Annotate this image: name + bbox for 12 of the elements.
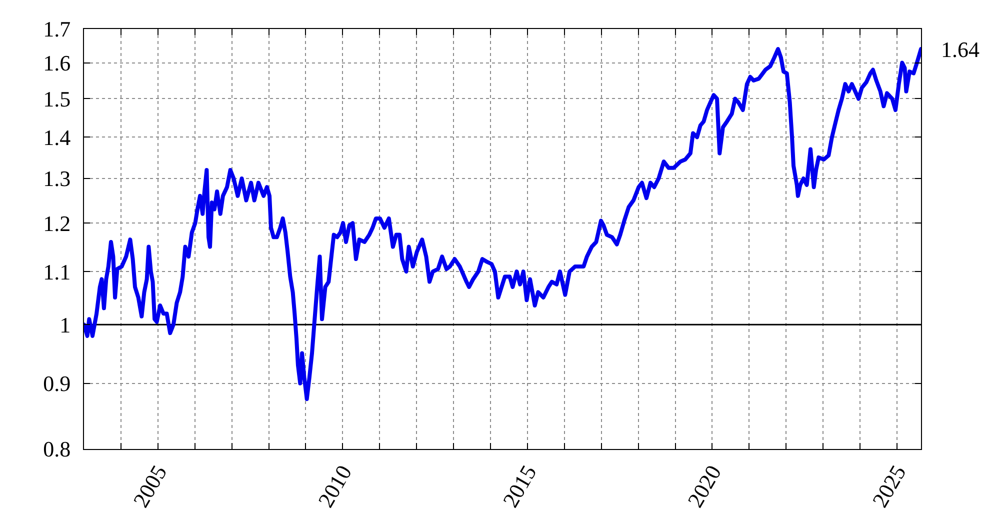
y-tick-label: 1.6 [43, 50, 71, 76]
line-series [84, 47, 921, 402]
y-tick-label: 1.3 [43, 166, 71, 192]
y-tick-label: 1 [60, 312, 71, 338]
y-tick-label: 1.4 [43, 124, 71, 150]
y-tick-label: 1.7 [43, 16, 71, 42]
y-tick-label: 0.8 [43, 436, 71, 462]
y-tick-label: 1.5 [43, 86, 71, 112]
y-tick-label: 1.2 [43, 210, 71, 236]
annotation: 1.64 [941, 37, 980, 62]
y-tick-label: 1.1 [43, 259, 71, 284]
y-tick-label: 0.9 [43, 371, 71, 396]
